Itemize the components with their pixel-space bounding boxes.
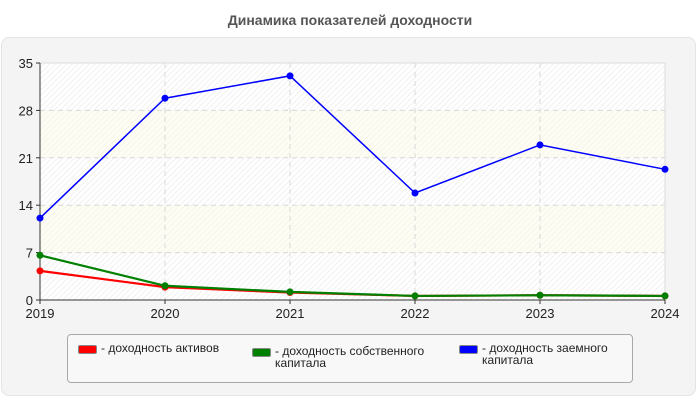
x-tick-label: 2023 — [526, 306, 555, 321]
y-tick-label: 7 — [26, 246, 33, 261]
legend-label: - доходность заемного капитала — [482, 341, 608, 367]
y-tick-label: 0 — [26, 293, 33, 308]
series-008000 — [36, 251, 669, 300]
plot-band — [40, 205, 665, 253]
legend-swatch-blue — [459, 345, 478, 354]
legend-item-debt: - доходность заемного капитала — [459, 342, 642, 366]
data-point — [36, 214, 44, 222]
plot-band — [40, 63, 665, 111]
series-lines — [36, 72, 669, 300]
legend-swatch-red — [78, 345, 97, 354]
data-point — [411, 189, 419, 197]
plot-band — [40, 252, 665, 300]
legend: - доходность активов - доходность собств… — [67, 334, 633, 383]
y-tick-label: 14 — [19, 198, 33, 213]
data-point — [536, 291, 544, 299]
x-tick-label: 2022 — [401, 306, 430, 321]
x-tick-label: 2020 — [151, 306, 180, 321]
gridlines — [40, 63, 665, 300]
series-0000ff — [36, 72, 669, 222]
data-point — [536, 141, 544, 149]
legend-label: - доходность активов — [101, 341, 220, 355]
data-point — [161, 282, 169, 290]
y-tick-label: 21 — [19, 151, 33, 166]
tick-labels: 0 7 14 21 28 35 2019 2020 2021 2022 2023 2024 — [19, 56, 680, 321]
x-tick-label: 2024 — [651, 306, 680, 321]
y-tick-label: 35 — [19, 56, 33, 71]
x-tick-label: 2021 — [276, 306, 305, 321]
legend-swatch-green — [252, 348, 271, 357]
y-tick-label: 28 — [19, 103, 33, 118]
plot-background — [39, 62, 666, 301]
data-point — [36, 267, 44, 275]
plot-band — [40, 157, 665, 206]
data-point — [161, 94, 169, 102]
data-point — [661, 292, 669, 300]
data-point — [411, 292, 419, 300]
data-point — [286, 72, 294, 80]
data-point — [286, 288, 294, 296]
legend-item-assets: - доходность активов — [78, 342, 261, 354]
chart-title: Динамика показателей доходности — [227, 12, 473, 28]
legend-label: - доходность собственного капитала — [275, 344, 425, 370]
x-tick-label: 2019 — [26, 306, 55, 321]
data-point — [661, 165, 669, 173]
legend-item-equity: - доходность собственного капитала — [252, 345, 435, 369]
data-point — [36, 251, 44, 259]
